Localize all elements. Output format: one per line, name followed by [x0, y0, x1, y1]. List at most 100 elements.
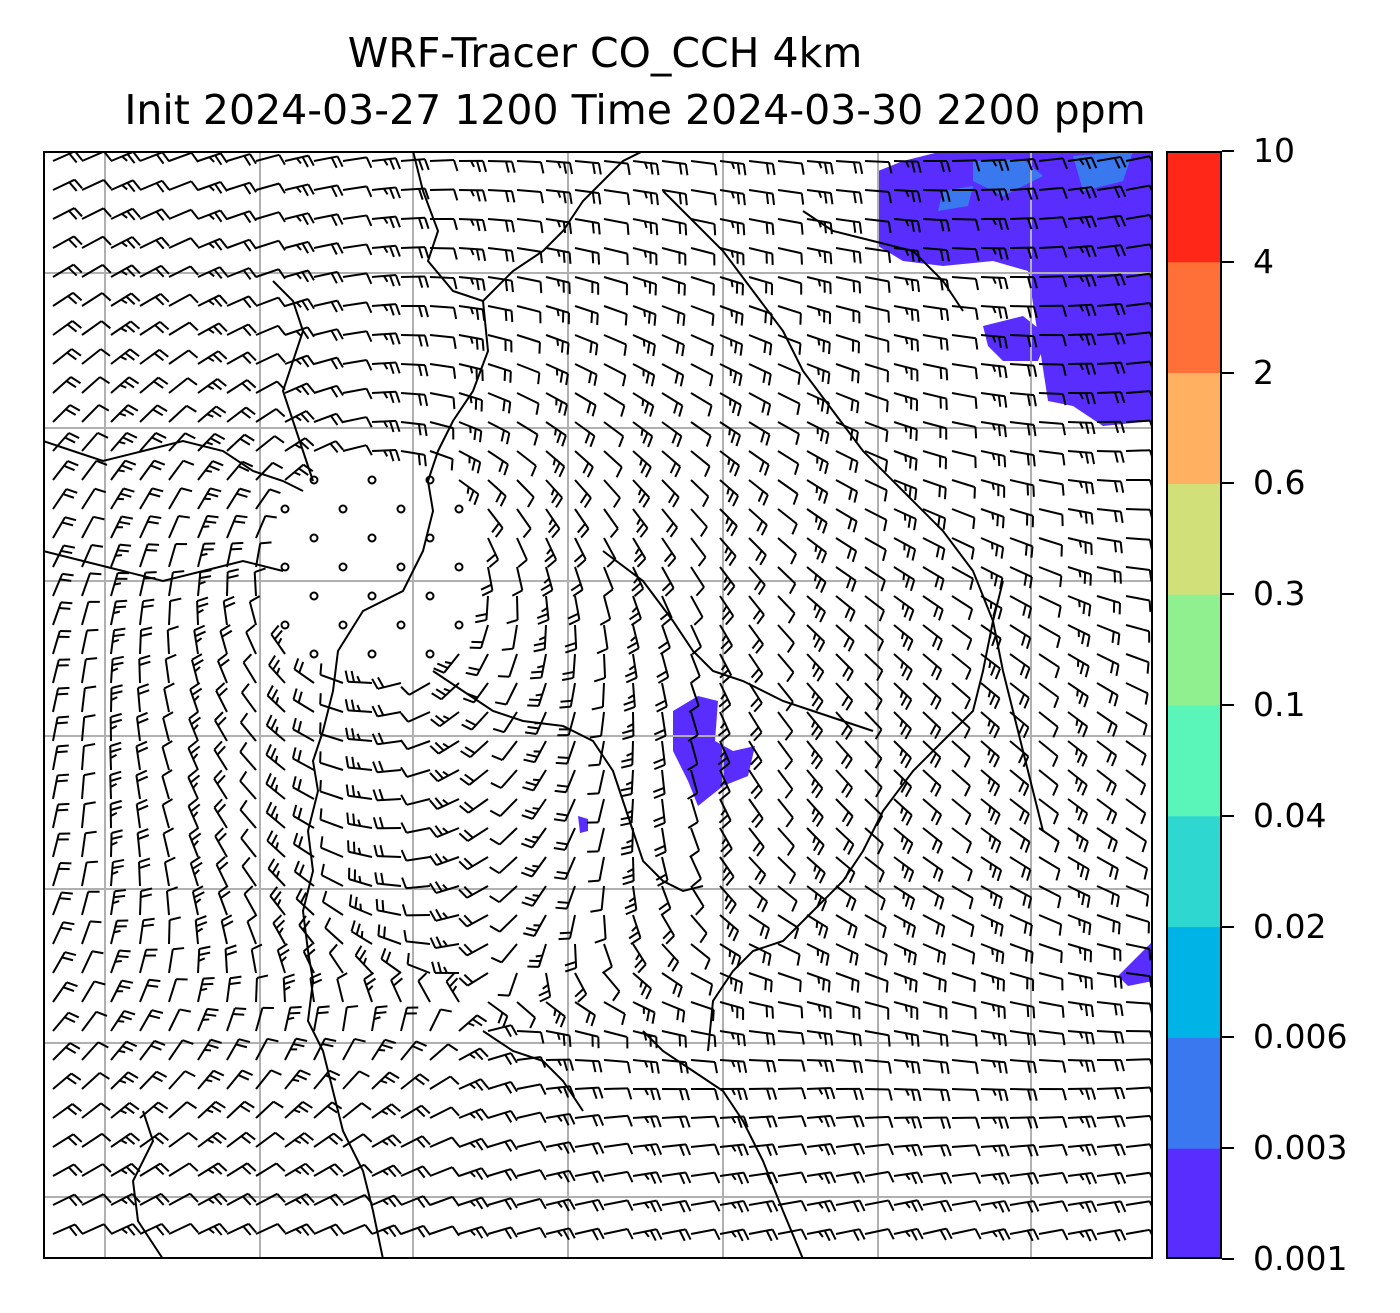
- wind-barb-flag: [451, 1136, 460, 1147]
- wind-barb-shaft: [342, 185, 367, 191]
- wind-barb-flag: [271, 862, 280, 874]
- wind-barb-flag: [829, 252, 833, 265]
- wind-barb-flag: [474, 1110, 484, 1122]
- wind-barb-shaft: [1125, 360, 1150, 365]
- wind-barb-flag: [415, 1040, 427, 1047]
- wind-barb-flag: [126, 1196, 136, 1206]
- wind-barb-flag: [117, 549, 129, 553]
- wind-barb-shaft: [922, 450, 947, 459]
- wind-barb-shaft: [574, 450, 594, 468]
- wind-barb-flag: [371, 733, 379, 745]
- wind-barb-flag: [909, 427, 913, 440]
- wind-barb-flag: [558, 466, 566, 478]
- wind-barb-shaft: [458, 218, 484, 222]
- wind-barb-shaft: [806, 798, 824, 818]
- wind-barb-flag: [1113, 216, 1121, 228]
- wind-barb-shaft: [777, 827, 795, 847]
- wind-barb-flag: [137, 828, 149, 835]
- wind-barb-shaft: [951, 682, 971, 700]
- wind-barb-flag: [565, 648, 577, 654]
- wind-barb-flag: [395, 420, 401, 433]
- wind-barb-flag: [227, 568, 239, 573]
- wind-barb-flag: [56, 692, 69, 696]
- wind-barb-flag: [1004, 248, 1009, 260]
- wind-barb-flag: [383, 275, 389, 283]
- calm-wind-marker: [338, 504, 348, 514]
- wind-barb-flag: [452, 397, 456, 410]
- wind-barb-flag: [225, 950, 238, 956]
- wind-barb-shaft: [516, 566, 524, 591]
- wind-barb-flag: [678, 1201, 686, 1213]
- wind-barb-flag: [470, 277, 475, 285]
- wind-barb-flag: [567, 612, 579, 620]
- wind-barb-shaft: [136, 833, 141, 858]
- wind-barb-flag: [241, 1069, 254, 1076]
- wind-barb-flag: [190, 803, 201, 813]
- wind-barb-shaft: [81, 1041, 99, 1061]
- wind-barb-shaft: [922, 508, 946, 520]
- wind-barb-flag: [597, 1114, 605, 1126]
- wind-barb-shaft: [777, 508, 798, 525]
- wind-barb-flag: [1142, 723, 1148, 736]
- wind-barb-flag: [764, 978, 768, 991]
- wind-barb-flag: [58, 607, 71, 610]
- wind-barb-flag: [1075, 806, 1079, 813]
- wind-barb-flag: [184, 432, 196, 440]
- wind-barb-flag: [963, 727, 971, 739]
- wind-barb-shaft: [777, 189, 802, 195]
- wind-barb-flag: [65, 380, 77, 389]
- wind-barb-flag: [829, 162, 834, 175]
- wind-barb-flag: [429, 745, 440, 755]
- wind-barb-shaft: [922, 334, 947, 341]
- wind-barb-flag: [504, 309, 508, 321]
- wind-barb-flag: [120, 270, 128, 276]
- wind-barb-flag: [500, 430, 505, 442]
- wind-barb-flag: [899, 749, 904, 757]
- wind-barb-flag: [442, 855, 449, 862]
- wind-barb-flag: [504, 249, 509, 262]
- wind-barb-shaft: [748, 537, 767, 556]
- wind-barb-flag: [901, 602, 905, 610]
- wind-barb-shaft: [632, 885, 638, 910]
- wind-barb-flag: [71, 320, 82, 329]
- wind-barb-shaft: [719, 334, 743, 346]
- wind-barb-flag: [830, 1087, 836, 1100]
- wind-barb-shaft: [162, 833, 170, 858]
- wind-barb-shaft: [52, 1012, 70, 1032]
- wind-barb-shaft: [471, 711, 489, 731]
- wind-barb-shaft: [574, 218, 599, 225]
- wind-barb-shaft: [168, 1131, 189, 1148]
- colorbar-segment: [1166, 1037, 1222, 1149]
- wind-barb-flag: [235, 514, 248, 519]
- wind-barb-shaft: [52, 573, 64, 597]
- wind-barb-shaft: [1009, 914, 1033, 926]
- wind-barb-flag: [489, 925, 501, 933]
- wind-barb-flag: [473, 428, 477, 441]
- wind-barb-flag: [557, 756, 570, 760]
- wind-barb-flag: [344, 699, 350, 711]
- wind-barb-flag: [102, 1193, 112, 1204]
- wind-barb-flag: [687, 734, 699, 742]
- wind-barb-flag: [1003, 425, 1007, 438]
- wind-barb-shaft: [139, 890, 142, 916]
- wind-barb-shaft: [313, 356, 338, 365]
- wind-barb-shaft: [922, 421, 947, 430]
- wind-barb-flag: [934, 698, 942, 710]
- wind-barb-flag: [192, 811, 199, 818]
- wind-barb-shaft: [951, 1144, 977, 1148]
- wind-barb-flag: [561, 676, 574, 682]
- wind-barb-flag: [56, 750, 68, 754]
- wind-barb-flag: [824, 1087, 830, 1100]
- wind-barb-flag: [829, 1171, 837, 1184]
- wind-barb-shaft: [835, 1059, 861, 1063]
- wind-barb-flag: [297, 807, 303, 820]
- plot-title-line2: Init 2024-03-27 1200 Time 2024-03-30 220…: [124, 86, 1146, 134]
- wind-barb-shaft: [500, 769, 518, 789]
- wind-barb-flag: [771, 1172, 779, 1184]
- wind-barb-flag: [621, 758, 633, 763]
- wind-barb-flag: [631, 925, 638, 932]
- wind-barb-shaft: [806, 276, 831, 284]
- wind-barb-shaft: [139, 404, 158, 423]
- wind-barb-shaft: [1009, 187, 1035, 191]
- wind-barb-shaft: [777, 392, 800, 405]
